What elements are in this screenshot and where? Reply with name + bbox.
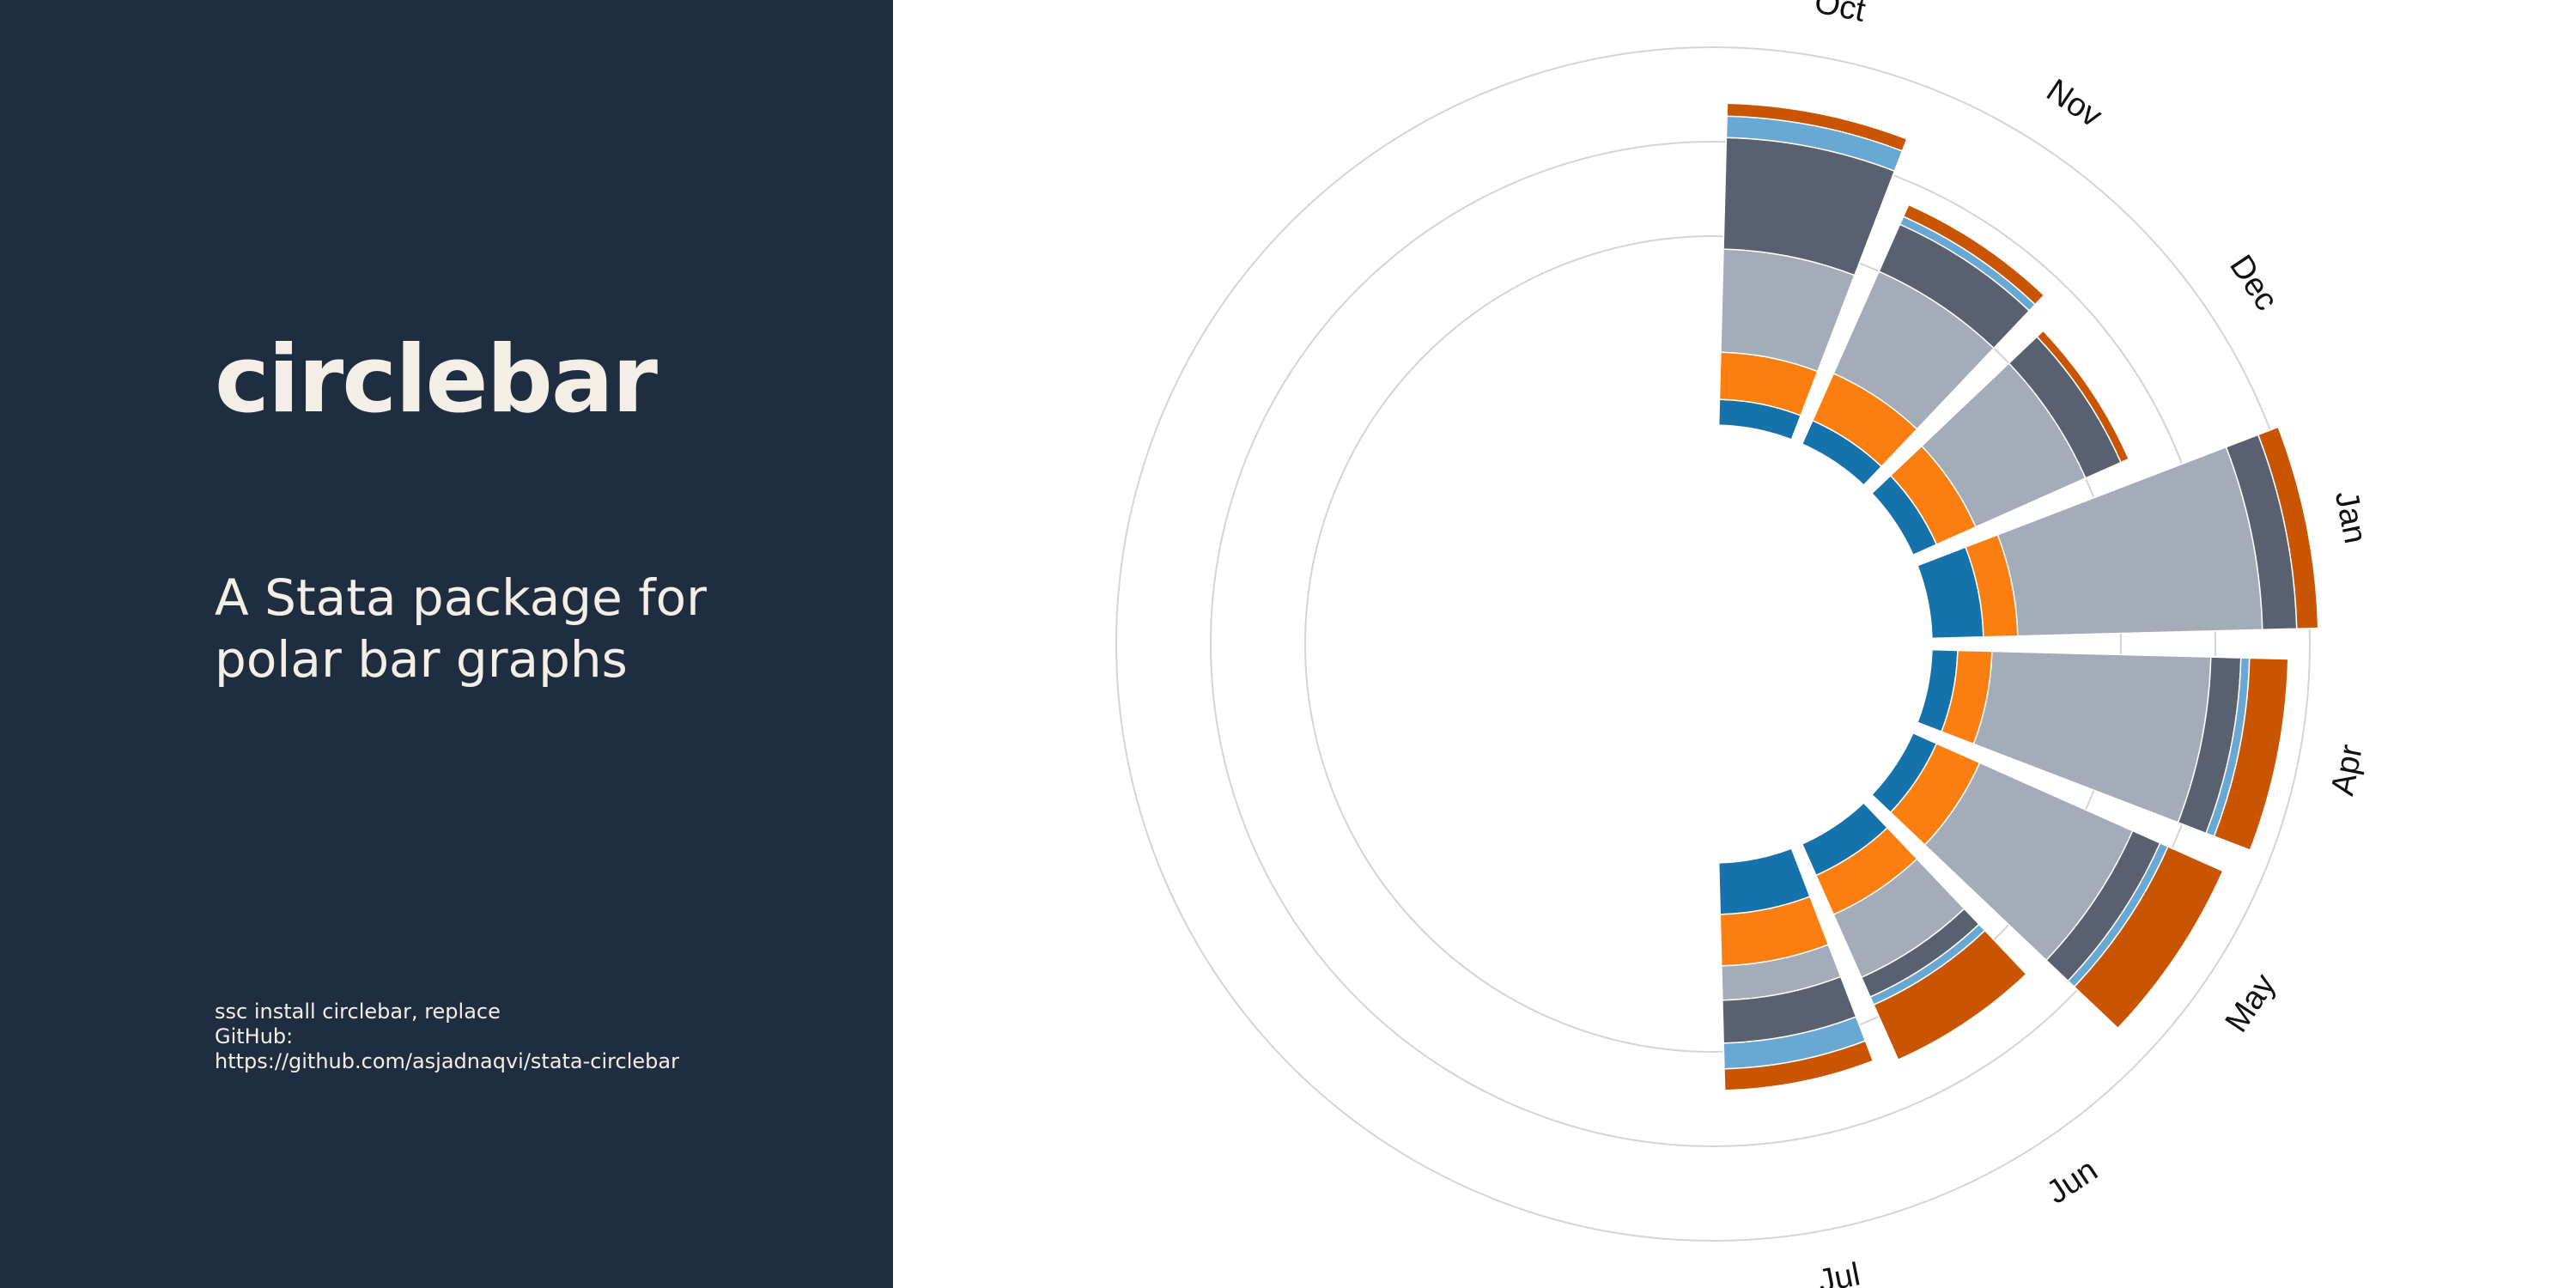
bar-jul-series-6 [1723,1040,1874,1091]
page-subtitle: A Stata package for polar bar graphs [215,567,833,690]
bar-may-series-6 [2073,845,2224,1030]
bar-nov-series-6 [1902,204,2045,306]
chart-area: Oct Nov Dec Jan Apr May Jun Jul [893,0,2576,1288]
category-label-jun: Jun [2040,1152,2104,1212]
grid-circle-2 [1210,141,2216,1147]
category-label-apr: Apr [2324,741,2370,799]
subtitle-line-1: A Stata package for [215,568,707,627]
bar-jan-series-6 [2257,426,2319,629]
install-info: ssc install circlebar, replace GitHub: h… [215,999,679,1074]
page-title: circlebar [215,326,658,434]
category-label-dec: Dec [2222,249,2284,318]
install-command: ssc install circlebar, replace [215,999,501,1024]
bar-layer [1717,102,2319,1091]
left-panel: circlebar A Stata package for polar bar … [0,0,893,1288]
label-layer: Oct Nov Dec Jan Apr May Jun Jul [1812,0,2373,1288]
subtitle-line-2: polar bar graphs [215,630,628,689]
bar-apr-series-6 [2213,657,2289,852]
grid-circle-3 [1115,46,2311,1242]
bar-jun-series-6 [1873,929,2027,1061]
polar-bar-chart: Oct Nov Dec Jan Apr May Jun Jul [1115,0,2373,1288]
category-label-oct: Oct [1812,0,1869,29]
github-url[interactable]: https://github.com/asjadnaqvi/stata-circ… [215,1049,679,1073]
bar-dec-series-6 [2036,330,2130,464]
category-label-jul: Jul [1815,1256,1863,1288]
grid-circle-1 [1304,235,2122,1053]
grid-layer [1115,46,2311,1242]
category-label-jan: Jan [2328,488,2373,546]
github-label: GitHub: [215,1024,294,1048]
bar-oct-series-6 [1726,102,1908,152]
category-label-may: May [2219,968,2283,1039]
category-label-nov: Nov [2040,72,2109,134]
